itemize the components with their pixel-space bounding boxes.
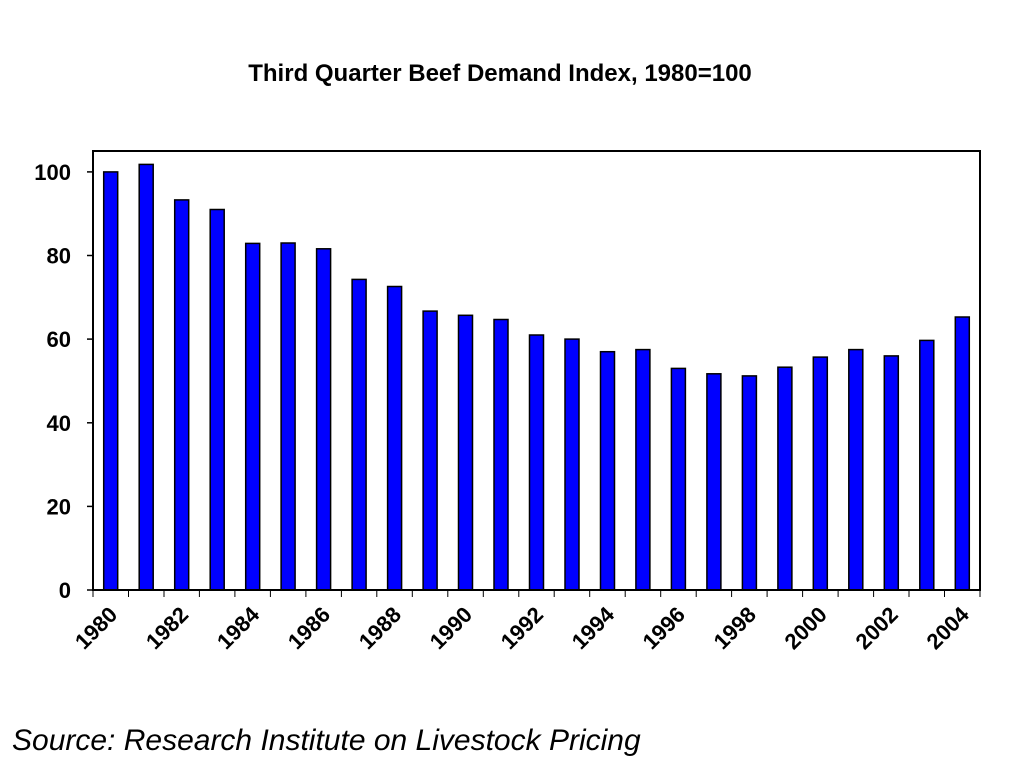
bar-1998: [741, 375, 758, 591]
x-tick-label-1980: 1980: [70, 602, 122, 654]
bar-2002: [883, 355, 900, 591]
y-tick-label-20: 20: [47, 494, 71, 519]
x-tick-label-1996: 1996: [638, 602, 690, 654]
bars-layer: [102, 163, 971, 591]
x-tick-label-1992: 1992: [496, 602, 548, 654]
bar-1982: [173, 199, 190, 591]
bar-2003: [919, 339, 935, 591]
x-tick-label-1998: 1998: [709, 602, 761, 654]
bar-1980: [102, 171, 119, 591]
bar-1986: [315, 248, 332, 591]
bar-1991: [493, 318, 509, 591]
x-tick-label-2000: 2000: [780, 602, 832, 654]
bar-1985: [280, 242, 296, 591]
bar-1988: [386, 285, 403, 591]
plot-frame: [92, 150, 981, 591]
x-axis: 1980 1982 1984 1986 1988 1990 1992 1994 1996 1998…: [70, 590, 981, 654]
x-tick-label-1986: 1986: [283, 602, 335, 654]
bar-2000: [812, 356, 829, 591]
bar-1984: [244, 242, 261, 591]
x-tick-label-1982: 1982: [141, 602, 193, 654]
y-tick-label-40: 40: [47, 411, 71, 436]
bar-1987: [351, 278, 367, 591]
y-tick-label-60: 60: [47, 327, 71, 352]
bar-1994: [599, 350, 616, 591]
bar-1993: [564, 338, 580, 591]
bar-1983: [209, 208, 225, 591]
bar-1995: [635, 348, 651, 591]
y-axis: 0 20 40 60 80 100: [34, 160, 93, 603]
bar-1999: [777, 366, 793, 591]
x-tick-label-2002: 2002: [851, 602, 903, 654]
x-tick-label-2004: 2004: [922, 601, 975, 654]
x-tick-label-1984: 1984: [212, 601, 265, 654]
bar-2004: [954, 316, 971, 591]
y-tick-label-80: 80: [47, 244, 71, 269]
x-tick-label-1988: 1988: [354, 602, 406, 654]
y-tick-label-0: 0: [59, 578, 71, 603]
bar-1990: [457, 314, 474, 591]
bar-1997: [706, 373, 722, 591]
bar-1992: [528, 334, 545, 591]
x-tick-label-1990: 1990: [425, 602, 477, 654]
bar-1981: [138, 163, 154, 591]
x-tick-label-1994: 1994: [567, 601, 620, 654]
bar-1989: [422, 310, 438, 591]
bar-1996: [670, 367, 687, 591]
bar-2001: [848, 348, 864, 591]
source-note: Source: Research Institute on Livestock …: [12, 724, 641, 757]
y-tick-label-100: 100: [34, 160, 71, 185]
chart-title: Third Quarter Beef Demand Index, 1980=10…: [248, 60, 752, 87]
